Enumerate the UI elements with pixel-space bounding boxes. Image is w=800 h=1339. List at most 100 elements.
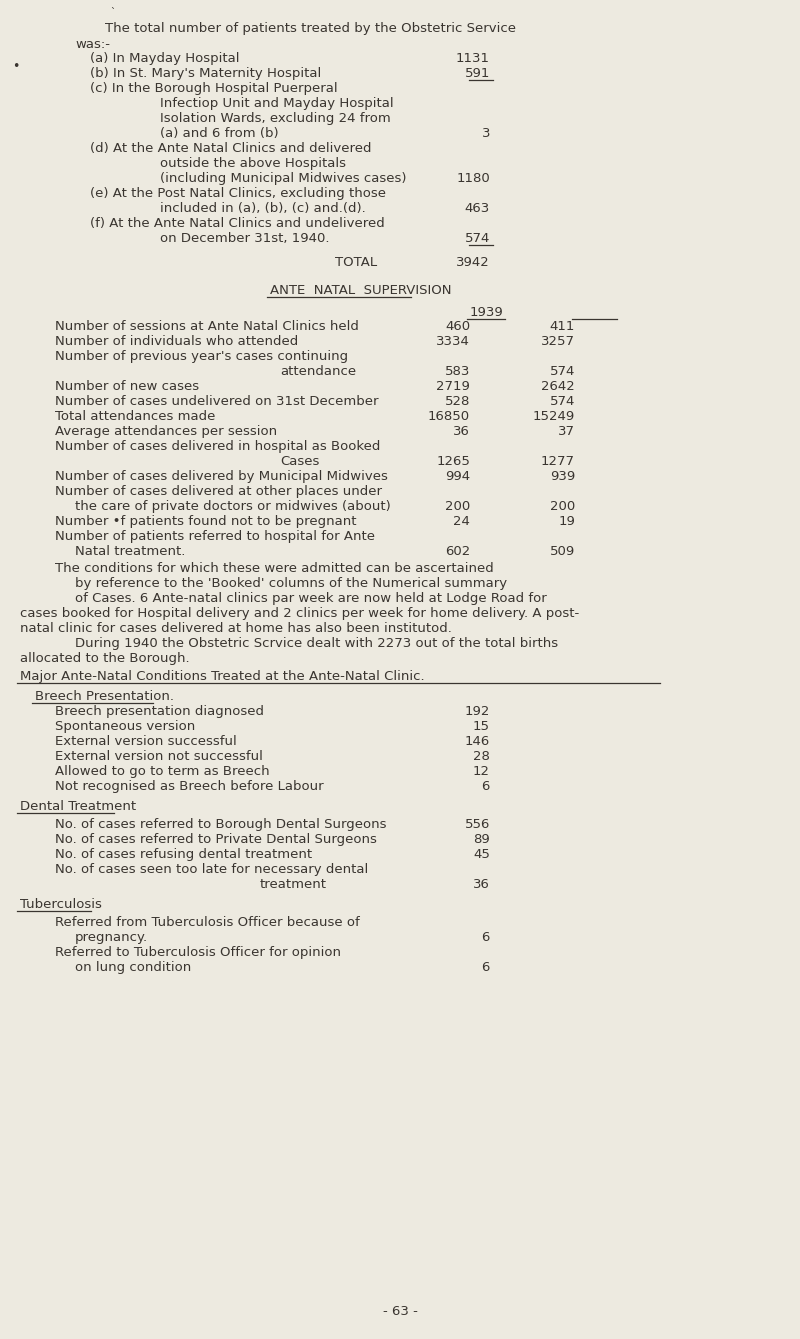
Text: (e) At the Post Natal Clinics, excluding those: (e) At the Post Natal Clinics, excluding… (90, 187, 386, 200)
Text: (d) At the Ante Natal Clinics and delivered: (d) At the Ante Natal Clinics and delive… (90, 142, 371, 155)
Text: Dental Treatment: Dental Treatment (20, 799, 136, 813)
Text: No. of cases refusing dental treatment: No. of cases refusing dental treatment (55, 848, 312, 861)
Text: 36: 36 (473, 878, 490, 890)
Text: 192: 192 (465, 706, 490, 718)
Text: 12: 12 (473, 765, 490, 778)
Text: 146: 146 (465, 735, 490, 749)
Text: pregnancy.: pregnancy. (75, 931, 148, 944)
Text: allocated to the Borough.: allocated to the Borough. (20, 652, 190, 665)
Text: Referred from Tuberculosis Officer because of: Referred from Tuberculosis Officer becau… (55, 916, 360, 929)
Text: No. of cases referred to Private Dental Surgeons: No. of cases referred to Private Dental … (55, 833, 377, 846)
Text: ANTE  NATAL  SUPERVISION: ANTE NATAL SUPERVISION (270, 284, 451, 297)
Text: Allowed to go to term as Breech: Allowed to go to term as Breech (55, 765, 270, 778)
Text: No. of cases seen too late for necessary dental: No. of cases seen too late for necessary… (55, 864, 368, 876)
Text: 36: 36 (453, 424, 470, 438)
Text: by reference to the 'Booked' columns of the Numerical summary: by reference to the 'Booked' columns of … (75, 577, 507, 590)
Text: 939: 939 (550, 470, 575, 483)
Text: `: ` (110, 8, 115, 17)
Text: Number of previous year's cases continuing: Number of previous year's cases continui… (55, 349, 348, 363)
Text: outside the above Hospitals: outside the above Hospitals (160, 157, 346, 170)
Text: 37: 37 (558, 424, 575, 438)
Text: 200: 200 (550, 499, 575, 513)
Text: 6: 6 (482, 931, 490, 944)
Text: TOTAL: TOTAL (335, 256, 377, 269)
Text: 6: 6 (482, 781, 490, 793)
Text: 460: 460 (445, 320, 470, 333)
Text: (f) At the Ante Natal Clinics and undelivered: (f) At the Ante Natal Clinics and undeli… (90, 217, 385, 230)
Text: Number of sessions at Ante Natal Clinics held: Number of sessions at Ante Natal Clinics… (55, 320, 359, 333)
Text: 574: 574 (550, 395, 575, 408)
Text: (a) In Mayday Hospital: (a) In Mayday Hospital (90, 52, 239, 66)
Text: The total number of patients treated by the Obstetric Service: The total number of patients treated by … (105, 21, 516, 35)
Text: 200: 200 (445, 499, 470, 513)
Text: Infectiop Unit and Mayday Hospital: Infectiop Unit and Mayday Hospital (160, 96, 394, 110)
Text: the care of private doctors or midwives (about): the care of private doctors or midwives … (75, 499, 390, 513)
Text: on December 31st, 1940.: on December 31st, 1940. (160, 232, 330, 245)
Text: 3334: 3334 (436, 335, 470, 348)
Text: 89: 89 (474, 833, 490, 846)
Text: Referred to Tuberculosis Officer for opinion: Referred to Tuberculosis Officer for opi… (55, 945, 341, 959)
Text: 1180: 1180 (456, 171, 490, 185)
Text: 2642: 2642 (542, 380, 575, 394)
Text: 1131: 1131 (456, 52, 490, 66)
Text: External version successful: External version successful (55, 735, 237, 749)
Text: 574: 574 (465, 232, 490, 245)
Text: 463: 463 (465, 202, 490, 216)
Text: Cases: Cases (280, 455, 319, 469)
Text: 28: 28 (473, 750, 490, 763)
Text: 6: 6 (482, 961, 490, 973)
Text: was:-: was:- (75, 37, 110, 51)
Text: During 1940 the Obstetric Scrvice dealt with 2273 out of the total births: During 1940 the Obstetric Scrvice dealt … (75, 637, 558, 649)
Text: 411: 411 (550, 320, 575, 333)
Text: cases booked for Hospital delivery and 2 clinics per week for home delivery. A p: cases booked for Hospital delivery and 2… (20, 607, 579, 620)
Text: 556: 556 (465, 818, 490, 832)
Text: 3: 3 (482, 127, 490, 141)
Text: •: • (12, 60, 19, 74)
Text: Breech presentation diagnosed: Breech presentation diagnosed (55, 706, 264, 718)
Text: Spontaneous version: Spontaneous version (55, 720, 195, 732)
Text: 45: 45 (473, 848, 490, 861)
Text: No. of cases referred to Borough Dental Surgeons: No. of cases referred to Borough Dental … (55, 818, 386, 832)
Text: Number of cases undelivered on 31st December: Number of cases undelivered on 31st Dece… (55, 395, 378, 408)
Text: The conditions for which these were admitted can be ascertained: The conditions for which these were admi… (55, 562, 494, 574)
Text: 528: 528 (445, 395, 470, 408)
Text: 509: 509 (550, 545, 575, 558)
Text: Tuberculosis: Tuberculosis (20, 898, 102, 911)
Text: Number of new cases: Number of new cases (55, 380, 199, 394)
Text: 602: 602 (445, 545, 470, 558)
Text: Natal treatment.: Natal treatment. (75, 545, 186, 558)
Text: 15: 15 (473, 720, 490, 732)
Text: 1277: 1277 (541, 455, 575, 469)
Text: 15249: 15249 (533, 410, 575, 423)
Text: - 63 -: - 63 - (382, 1306, 418, 1318)
Text: Not recognised as Breech before Labour: Not recognised as Breech before Labour (55, 781, 324, 793)
Text: 19: 19 (558, 516, 575, 528)
Text: (a) and 6 from (b): (a) and 6 from (b) (160, 127, 278, 141)
Text: 24: 24 (453, 516, 470, 528)
Text: Total attendances made: Total attendances made (55, 410, 215, 423)
Text: Isolation Wards, excluding 24 from: Isolation Wards, excluding 24 from (160, 112, 390, 125)
Text: (c) In the Borough Hospital Puerperal: (c) In the Borough Hospital Puerperal (90, 82, 338, 95)
Text: 16850: 16850 (428, 410, 470, 423)
Text: Number of individuals who attended: Number of individuals who attended (55, 335, 298, 348)
Text: External version not successful: External version not successful (55, 750, 263, 763)
Text: Number of cases delivered at other places under: Number of cases delivered at other place… (55, 485, 382, 498)
Text: (including Municipal Midwives cases): (including Municipal Midwives cases) (160, 171, 406, 185)
Text: Number •f patients found not to be pregnant: Number •f patients found not to be pregn… (55, 516, 357, 528)
Text: Breech Presentation.: Breech Presentation. (35, 690, 174, 703)
Text: 1265: 1265 (436, 455, 470, 469)
Text: Average attendances per session: Average attendances per session (55, 424, 277, 438)
Text: 1939: 1939 (470, 307, 504, 319)
Text: Number of cases delivered in hospital as Booked: Number of cases delivered in hospital as… (55, 441, 380, 453)
Text: 3257: 3257 (541, 335, 575, 348)
Text: Number of cases delivered by Municipal Midwives: Number of cases delivered by Municipal M… (55, 470, 388, 483)
Text: 994: 994 (445, 470, 470, 483)
Text: (b) In St. Mary's Maternity Hospital: (b) In St. Mary's Maternity Hospital (90, 67, 322, 80)
Text: natal clinic for cases delivered at home has also been institutod.: natal clinic for cases delivered at home… (20, 623, 452, 635)
Text: attendance: attendance (280, 366, 356, 378)
Text: 583: 583 (445, 366, 470, 378)
Text: 2719: 2719 (436, 380, 470, 394)
Text: treatment: treatment (260, 878, 327, 890)
Text: 3942: 3942 (456, 256, 490, 269)
Text: Number of patients referred to hospital for Ante: Number of patients referred to hospital … (55, 530, 375, 544)
